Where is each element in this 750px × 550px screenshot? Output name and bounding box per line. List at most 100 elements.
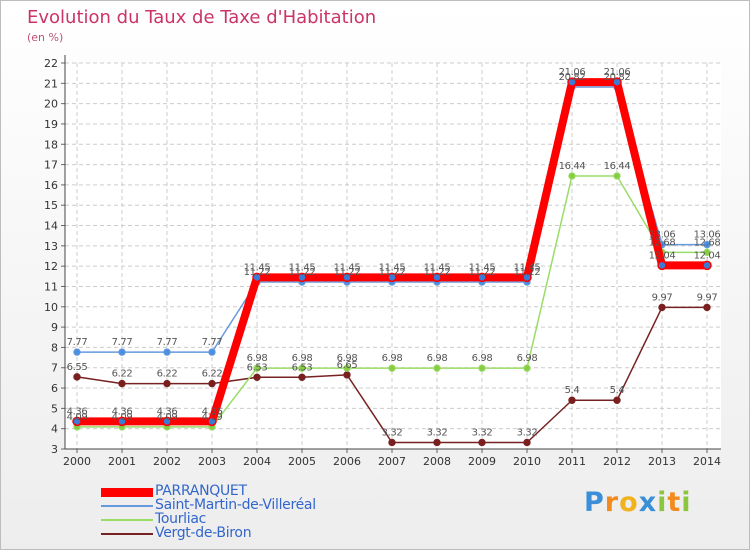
data-point xyxy=(388,364,396,372)
data-label: 5.4 xyxy=(610,385,625,396)
data-point xyxy=(208,379,216,388)
legend-item: PARRANQUET xyxy=(101,483,361,499)
y-tick-label: 6 xyxy=(51,382,58,395)
data-label: 4.09 xyxy=(202,412,223,423)
chart-title: Evolution du Taux de Taxe d'Habitation xyxy=(27,7,377,28)
data-point xyxy=(342,272,352,283)
data-label: 4.09 xyxy=(157,412,178,423)
data-label: 4.09 xyxy=(67,412,88,423)
data-label: 5.4 xyxy=(565,385,580,396)
data-label: 11.22 xyxy=(514,267,541,278)
y-tick-label: 17 xyxy=(44,159,58,172)
data-label: 6.22 xyxy=(112,369,133,380)
x-tick-label: 2003 xyxy=(198,455,226,468)
brand-letter: r xyxy=(604,487,620,518)
data-point xyxy=(703,248,711,257)
data-point xyxy=(162,416,172,427)
data-point xyxy=(207,416,217,427)
data-point xyxy=(568,396,576,404)
data-label: 4.36 xyxy=(112,406,133,417)
y-tick-label: 7 xyxy=(51,362,58,375)
x-tick-label: 2007 xyxy=(378,455,406,468)
data-label: 11.45 xyxy=(424,262,451,273)
data-label: 20.82 xyxy=(559,72,586,83)
data-label: 11.22 xyxy=(424,267,451,278)
data-point xyxy=(253,373,261,381)
data-label: 21.06 xyxy=(559,67,586,78)
data-label: 11.22 xyxy=(289,267,316,278)
data-label: 6.98 xyxy=(427,353,448,364)
x-tick-label: 2000 xyxy=(63,455,91,468)
legend-swatch xyxy=(101,487,153,497)
data-label: 7.77 xyxy=(202,337,223,348)
x-tick-label: 2010 xyxy=(513,455,541,468)
y-tick-label: 8 xyxy=(51,341,58,354)
data-label: 6.53 xyxy=(292,362,313,373)
x-tick-label: 2006 xyxy=(333,455,361,468)
data-label: 9.97 xyxy=(652,292,673,303)
brand-logo: Proxiti xyxy=(584,487,692,518)
data-point xyxy=(568,172,576,180)
data-label: 7.77 xyxy=(157,337,178,348)
data-label: 11.45 xyxy=(469,262,496,273)
y-tick-label: 11 xyxy=(44,280,58,293)
data-label: 4.36 xyxy=(67,406,88,417)
y-tick-label: 19 xyxy=(44,118,58,131)
data-point xyxy=(72,416,82,427)
y-tick-label: 13 xyxy=(44,240,58,253)
data-point xyxy=(73,373,81,381)
y-tick-label: 9 xyxy=(51,321,58,334)
legend-swatch xyxy=(101,519,153,521)
y-tick-label: 10 xyxy=(44,301,58,314)
data-label: 6.55 xyxy=(67,362,88,373)
data-point xyxy=(612,77,622,87)
brand-letter: x xyxy=(638,487,658,518)
data-point xyxy=(118,348,126,356)
y-tick-label: 22 xyxy=(44,57,58,70)
legend-label: Saint-Martin-de-Villeréal xyxy=(155,497,316,513)
data-label: 3.32 xyxy=(382,427,403,438)
data-point xyxy=(298,373,306,381)
x-tick-label: 2009 xyxy=(468,455,496,468)
x-tick-label: 2004 xyxy=(243,455,271,468)
data-label: 6.98 xyxy=(292,353,313,364)
data-point xyxy=(478,438,486,447)
data-label: 11.22 xyxy=(469,267,496,278)
data-label: 6.98 xyxy=(382,353,403,364)
data-label: 13.06 xyxy=(694,230,721,241)
brand-letter: i xyxy=(657,487,668,518)
data-label: 6.22 xyxy=(202,369,223,380)
data-point xyxy=(613,172,621,180)
data-label: 11.45 xyxy=(334,262,361,273)
data-point xyxy=(523,438,531,447)
data-label: 21.06 xyxy=(604,67,631,78)
data-point xyxy=(253,364,261,372)
data-label: 11.22 xyxy=(334,267,361,278)
data-label: 6.98 xyxy=(472,353,493,364)
plot-area xyxy=(65,63,721,449)
data-label: 12.68 xyxy=(694,237,721,248)
data-point xyxy=(478,364,486,372)
data-point xyxy=(522,272,532,283)
legend-item: Vergt-de-Biron xyxy=(101,525,361,541)
y-tick-label: 18 xyxy=(44,138,58,151)
data-point xyxy=(73,348,81,356)
data-label: 4.36 xyxy=(157,406,178,417)
y-tick-label: 14 xyxy=(44,220,58,233)
data-label: 11.45 xyxy=(244,262,271,273)
data-label: 16.44 xyxy=(559,161,586,172)
chart-unit-label: (en %) xyxy=(27,31,64,44)
data-point xyxy=(703,303,711,312)
data-point xyxy=(117,416,127,427)
x-tick-label: 2001 xyxy=(108,455,136,468)
data-label: 11.45 xyxy=(514,262,541,273)
y-tick-label: 21 xyxy=(44,77,58,90)
x-tick-label: 2013 xyxy=(648,455,676,468)
data-point xyxy=(523,364,531,372)
legend-item: Tourliac xyxy=(101,511,361,527)
y-tick-label: 3 xyxy=(51,443,58,456)
data-point xyxy=(343,371,351,379)
data-label: 11.45 xyxy=(379,262,406,273)
data-point xyxy=(252,272,262,283)
